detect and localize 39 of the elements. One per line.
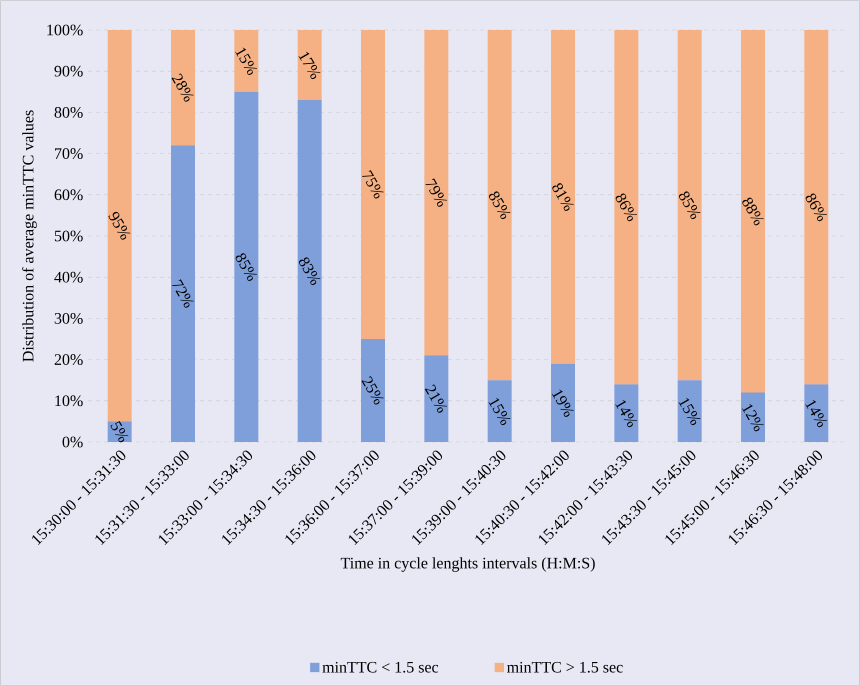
y-tick-label: 0% (62, 436, 83, 448)
bar (424, 355, 448, 442)
legend-label: minTTC > 1.5 sec (507, 662, 623, 673)
bar (551, 364, 576, 442)
y-tick-label: 30% (54, 312, 83, 324)
bar (678, 30, 702, 380)
y-tick-label: 70% (55, 148, 83, 160)
y-tick-label: 60% (54, 189, 83, 200)
x-axis-title: Time in cycle lenghts intervals (H:M:S) (340, 557, 595, 572)
bar (171, 145, 196, 442)
data-label: 5% (110, 420, 128, 442)
y-axis-title: Distribution of average minTTC values (22, 110, 37, 362)
bar (804, 384, 828, 442)
bar (108, 30, 132, 422)
bar (234, 30, 258, 92)
bar (171, 30, 196, 146)
bar (804, 30, 828, 384)
y-tick-label: 40% (54, 272, 83, 283)
bar (488, 30, 512, 380)
y-tick-label: 100% (47, 24, 83, 36)
bar (488, 380, 512, 442)
bar (234, 92, 258, 442)
bar (614, 30, 638, 384)
bar (678, 380, 702, 442)
y-tick-label: 10% (55, 395, 83, 406)
bar (424, 30, 448, 356)
y-tick-label: 80% (54, 106, 83, 118)
bar (361, 339, 386, 442)
bar (298, 100, 322, 442)
bar (741, 30, 766, 393)
bar (361, 30, 386, 339)
bar (298, 30, 322, 100)
y-tick-label: 50% (54, 230, 83, 242)
bar (614, 384, 638, 442)
y-tick-label: 90% (54, 66, 83, 77)
bar (741, 392, 766, 442)
y-tick-label: 20% (54, 354, 83, 366)
legend-label: minTTC < 1.5 sec (322, 662, 438, 673)
bar (551, 30, 576, 364)
